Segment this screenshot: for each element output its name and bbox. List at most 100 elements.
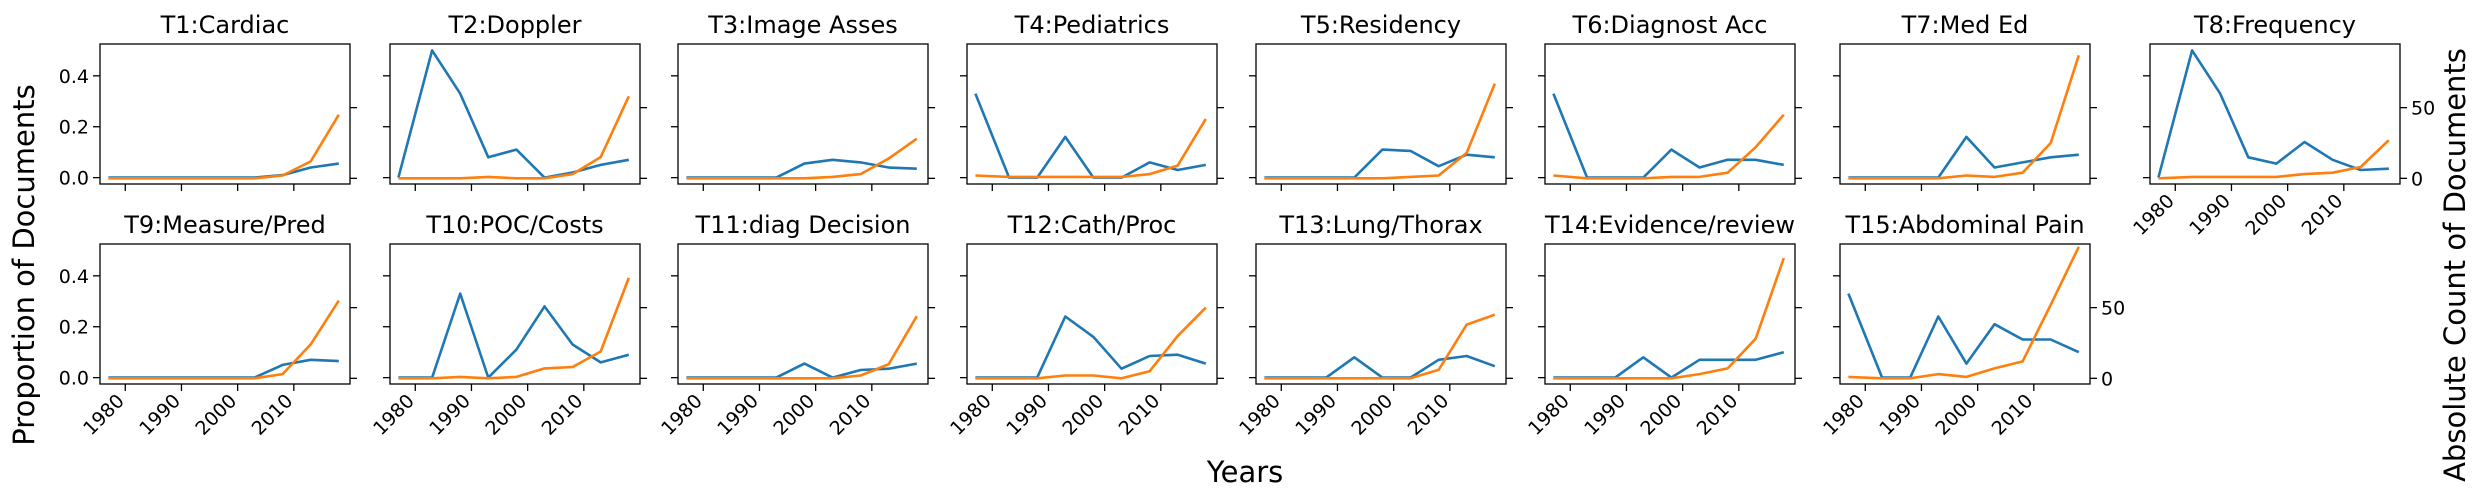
x-axis-label: Years: [1206, 455, 1284, 489]
count-line: [686, 137, 918, 180]
right-tick-label: 50: [2411, 98, 2435, 120]
x-tick-label: 2010: [1988, 390, 2038, 440]
axes-frame: [1544, 243, 1796, 385]
axes-frame: [389, 243, 641, 385]
subplot-title: T9:Measure/Pred: [123, 211, 326, 239]
subplot-panel: T4:Pediatrics: [960, 11, 1224, 191]
subplot-panel: T14:Evidence/review 1980 1990 2000 2010: [1524, 211, 1802, 440]
proportion-line: [398, 292, 630, 379]
axes-frame: [677, 243, 929, 385]
x-tick-label: 2000: [769, 390, 819, 440]
x-tick-label: 1980: [369, 390, 419, 440]
proportion-line: [974, 93, 1207, 179]
count-line: [108, 114, 340, 180]
axes-frame: [1255, 43, 1507, 185]
left-tick-label: 0.0: [59, 168, 89, 190]
subplot-title: T1:Cardiac: [160, 11, 290, 39]
axes-frame: [677, 43, 929, 185]
x-tick-label: 1980: [657, 390, 707, 440]
subplot-panel: T9:Measure/Pred 0.0 0.2 0.4 1980 1990 2000 2010: [59, 211, 357, 440]
subplot-grid: T1:Cardiac 0.0 0.2 0.4 T2:Doppler T3:Image As…: [59, 11, 2435, 440]
left-tick-label: 0.2: [59, 317, 89, 339]
left-tick-label: 0.0: [59, 368, 89, 390]
subplot-panel: T3:Image Asses: [671, 11, 935, 191]
x-tick-label: 1990: [425, 390, 475, 440]
left-tick-label: 0.4: [59, 266, 89, 288]
count-line: [1264, 83, 1497, 180]
right-tick-label: 0: [2101, 368, 2113, 390]
subplot-title: T3:Image Asses: [707, 11, 898, 39]
x-tick-label: 1980: [1235, 390, 1285, 440]
count-line: [975, 306, 1207, 380]
count-line: [398, 277, 631, 380]
count-line: [1553, 113, 1785, 180]
subplot-title: T15:Abdominal Pain: [1844, 211, 2084, 239]
axes-frame: [966, 43, 1218, 185]
x-tick-label: 2010: [2298, 190, 2348, 240]
axes-frame: [1544, 43, 1796, 185]
subplot-title: T5:Residency: [1300, 11, 1461, 39]
proportion-line: [2157, 49, 2389, 178]
x-tick-label: 2000: [1347, 390, 1397, 440]
x-tick-label: 2010: [1693, 390, 1743, 440]
axes-frame: [966, 243, 1218, 385]
x-tick-label: 1990: [1875, 390, 1925, 440]
subplot-title: T2:Doppler: [448, 11, 582, 39]
count-line: [1264, 313, 1496, 380]
right-tick-label: 50: [2101, 298, 2125, 320]
subplot-title: T11:diag Decision: [695, 211, 911, 239]
x-tick-label: 2010: [538, 390, 588, 440]
axes-frame: [99, 43, 351, 185]
subplot-panel: T12:Cath/Proc 1980 1990 2000 2010: [946, 211, 1224, 440]
x-tick-label: 2000: [481, 390, 531, 440]
x-tick-label: 2010: [1115, 390, 1165, 440]
left-tick-label: 0.2: [59, 117, 89, 139]
x-tick-label: 1980: [1819, 390, 1869, 440]
count-line: [1848, 246, 2080, 380]
subplot-title: T13:Lung/Thorax: [1278, 211, 1482, 239]
proportion-line: [1264, 354, 1496, 379]
right-tick-label: 0: [2411, 168, 2423, 190]
axes-frame: [1255, 243, 1507, 385]
proportion-line: [1848, 135, 2079, 179]
x-tick-label: 2010: [826, 390, 876, 440]
left-axis-label: Proportion of Documents: [7, 84, 41, 445]
subplot-panel: T5:Residency: [1249, 11, 1513, 191]
count-line: [1848, 54, 2081, 180]
x-tick-label: 1990: [135, 390, 185, 440]
count-line: [975, 118, 1207, 179]
proportion-line: [1847, 293, 2080, 379]
count-line: [108, 299, 340, 380]
subplot-panel: T15:Abdominal Pain 0 50 1980 1990 2000 2010: [1819, 211, 2125, 440]
subplot-panel: T11:diag Decision 1980 1990 2000 2010: [657, 211, 935, 440]
x-tick-label: 1980: [2129, 190, 2179, 240]
count-line: [1553, 257, 1786, 380]
x-tick-label: 1990: [713, 390, 763, 440]
subplot-title: T10:POC/Costs: [425, 211, 603, 239]
x-tick-label: 1990: [2185, 190, 2235, 240]
subplot-panel: T6:Diagnost Acc: [1538, 11, 1802, 191]
subplot-title: T7:Med Ed: [1901, 11, 2029, 39]
proportion-line: [1553, 350, 1785, 379]
x-tick-label: 2000: [1931, 390, 1981, 440]
subplot-panel: T7:Med Ed: [1833, 11, 2097, 191]
left-tick-label: 0.4: [59, 66, 89, 88]
x-tick-label: 2000: [1058, 390, 1108, 440]
x-tick-label: 2000: [191, 390, 241, 440]
axes-frame: [1839, 43, 2091, 185]
axes-frame: [99, 243, 351, 385]
proportion-line: [1552, 93, 1785, 179]
count-line: [2158, 139, 2390, 180]
x-tick-label: 1990: [1291, 390, 1341, 440]
proportion-line: [975, 315, 1207, 379]
subplot-title: T12:Cath/Proc: [1007, 211, 1177, 239]
x-tick-label: 2000: [1636, 390, 1686, 440]
right-axis-label: Absolute Count of Documents: [2438, 48, 2472, 482]
x-tick-label: 1990: [1002, 390, 1052, 440]
proportion-line: [397, 49, 630, 179]
subplot-panel: T2:Doppler: [383, 11, 647, 191]
subplot-panel: T8:Frequency 0 50 1980 1990 2000 2010: [2129, 11, 2435, 240]
subplot-panel: T13:Lung/Thorax 1980 1990 2000 2010: [1235, 211, 1513, 440]
x-tick-label: 1980: [1524, 390, 1574, 440]
